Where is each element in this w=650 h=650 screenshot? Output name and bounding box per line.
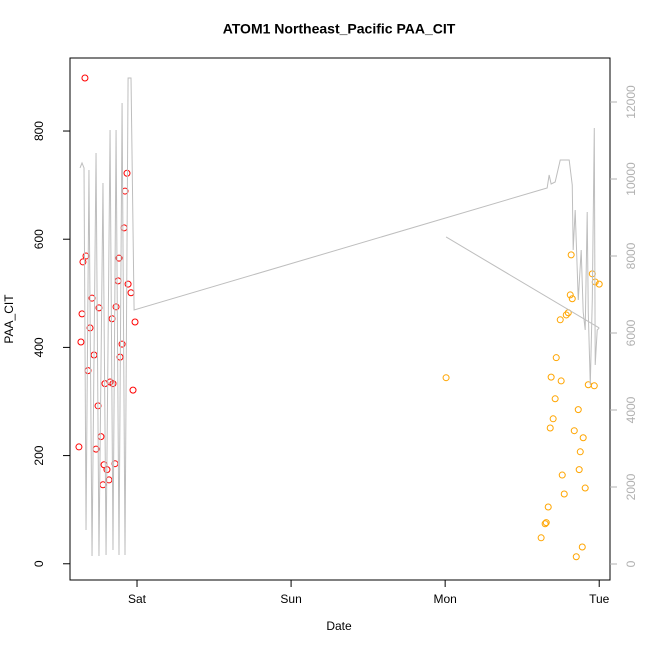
point [118, 340, 126, 348]
point [115, 254, 123, 262]
y-tick-label: 800 [32, 121, 46, 141]
y2-tick-label: 2000 [624, 473, 638, 500]
point [567, 251, 575, 259]
point [129, 386, 137, 394]
point [79, 258, 87, 266]
y2-tick-label: 0 [624, 560, 638, 567]
point [108, 315, 116, 323]
x-tick-label: Sun [280, 592, 301, 606]
plot-box [69, 57, 611, 581]
point [595, 280, 603, 288]
point [544, 503, 552, 511]
point [97, 433, 105, 441]
point [75, 443, 83, 451]
point [558, 471, 566, 479]
point [131, 318, 139, 326]
point [541, 520, 549, 528]
point [551, 395, 559, 403]
x-tick-label: Mon [433, 592, 456, 606]
point [105, 476, 113, 484]
y2-tick-label: 6000 [624, 319, 638, 346]
point [114, 277, 122, 285]
point [442, 374, 450, 382]
point [576, 448, 584, 456]
point [109, 380, 117, 388]
y-tick-label: 400 [32, 337, 46, 357]
point [581, 484, 589, 492]
point [570, 427, 578, 435]
point [547, 373, 555, 381]
y2-tick-label: 8000 [624, 242, 638, 269]
point [568, 295, 576, 303]
point [124, 280, 132, 288]
point [560, 490, 568, 498]
point [127, 289, 135, 297]
point [578, 543, 586, 551]
point [542, 519, 550, 527]
point [557, 377, 565, 385]
point [537, 534, 545, 542]
point [566, 291, 574, 299]
line [79, 77, 600, 556]
x-axis-label: Date [326, 619, 352, 633]
point [575, 466, 583, 474]
y-axis-label: PAA_CIT [2, 294, 16, 344]
point [562, 311, 570, 319]
point [549, 415, 557, 423]
chart-title: ATOM1 Northeast_Pacific PAA_CIT [223, 21, 456, 37]
point [81, 74, 89, 82]
x-tick-label: Tue [589, 592, 610, 606]
point [82, 252, 90, 260]
point [112, 303, 120, 311]
point [121, 187, 129, 195]
y-tick-label: 200 [32, 445, 46, 465]
y2-tick-label: 12000 [624, 85, 638, 119]
point [552, 354, 560, 362]
point [556, 316, 564, 324]
point [120, 224, 128, 232]
point [78, 310, 86, 318]
y2-tick-label: 4000 [624, 396, 638, 423]
point [590, 382, 598, 390]
y2-tick-label: 10000 [624, 162, 638, 196]
point [572, 553, 580, 561]
point [574, 406, 582, 414]
y-tick-label: 0 [32, 560, 46, 567]
point [77, 338, 85, 346]
point [579, 434, 587, 442]
point [546, 424, 554, 432]
x-tick-label: Sat [128, 592, 147, 606]
y-tick-label: 600 [32, 229, 46, 249]
